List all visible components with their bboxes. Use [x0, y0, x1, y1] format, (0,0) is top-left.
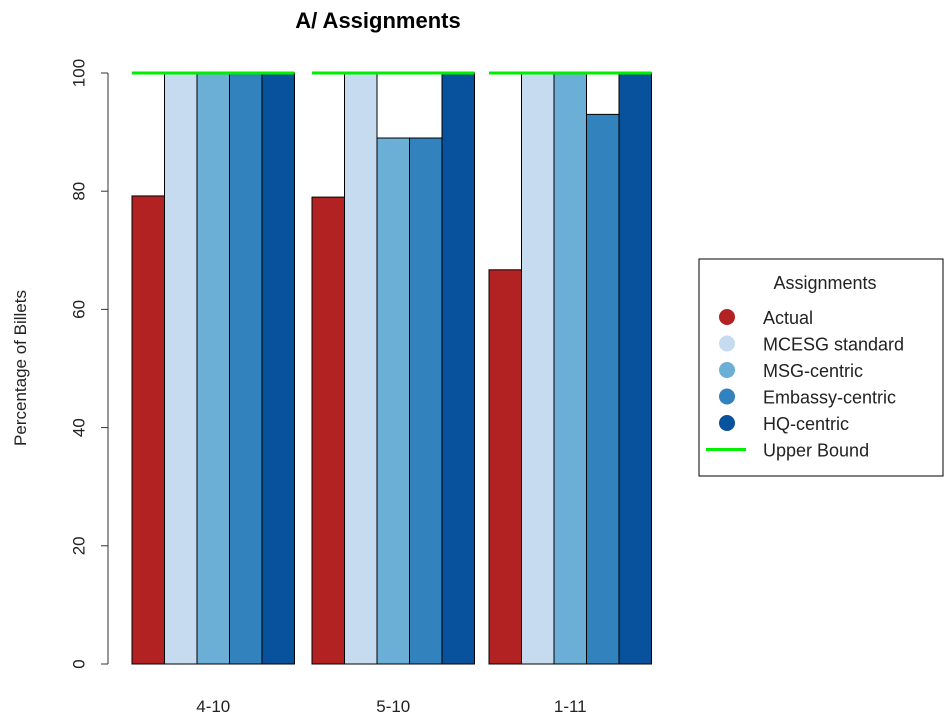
bar-4-10-msg-centric — [196, 72, 230, 665]
x-axis-labels: 4-10 5-10 1-11 — [196, 697, 586, 716]
bar-4-10-hq-centric — [261, 72, 295, 665]
legend-label: MSG-centric — [763, 361, 863, 381]
legend-swatch-embassy-centric — [719, 388, 735, 405]
legend-label: HQ-centric — [763, 414, 849, 434]
y-axis-label: Percentage of Billets — [11, 290, 30, 446]
legend-label: Embassy-centric — [763, 388, 896, 408]
bar-5-10-hq-centric — [441, 72, 475, 665]
bar-1-11-actual — [488, 269, 522, 665]
x-tick-label: 4-10 — [196, 697, 230, 716]
bar-4-10-actual — [131, 195, 165, 665]
legend-label: MCESG standard — [763, 335, 904, 355]
bar-4-10-embassy-centric — [229, 72, 263, 665]
legend-box — [698, 258, 944, 477]
legend: Assignments Actual MCESG standard MSG-cent… — [698, 258, 944, 477]
x-tick-label: 1-11 — [554, 697, 587, 716]
bar-1-11-hq-centric — [618, 72, 652, 665]
legend-swatch-hq-centric — [719, 415, 735, 431]
bar-4-10-mcesg-standard — [164, 72, 198, 665]
y-tick-label: 20 — [69, 536, 88, 555]
x-tick-label: 5-10 — [376, 697, 410, 716]
legend-swatch-msg-centric — [719, 362, 735, 378]
bar-1-11-msg-centric — [553, 72, 587, 665]
bars-group — [131, 72, 652, 665]
y-tick-label: 100 — [69, 59, 88, 87]
legend-items: Actual MCESG standard MSG-centric Embassy-c… — [706, 308, 904, 461]
legend-label: Upper Bound — [763, 441, 869, 461]
y-axis-ticks: 0 20 40 60 80 100 — [69, 59, 108, 669]
bar-1-11-mcesg-standard — [521, 72, 555, 665]
bar-5-10-msg-centric — [376, 137, 410, 665]
chart-title: A/ Assignments — [295, 8, 460, 33]
legend-label: Actual — [763, 308, 813, 328]
legend-swatch-actual — [719, 309, 735, 325]
legend-title: Assignments — [773, 273, 876, 293]
y-tick-label: 0 — [69, 659, 88, 668]
bar-1-11-embassy-centric — [586, 113, 620, 665]
y-tick-label: 60 — [69, 300, 88, 319]
y-tick-label: 40 — [69, 418, 88, 437]
bar-5-10-mcesg-standard — [344, 72, 378, 665]
bar-5-10-actual — [311, 196, 345, 665]
y-tick-label: 80 — [69, 182, 88, 201]
legend-swatch-mcesg-standard — [719, 335, 735, 352]
bar-5-10-embassy-centric — [409, 137, 443, 665]
